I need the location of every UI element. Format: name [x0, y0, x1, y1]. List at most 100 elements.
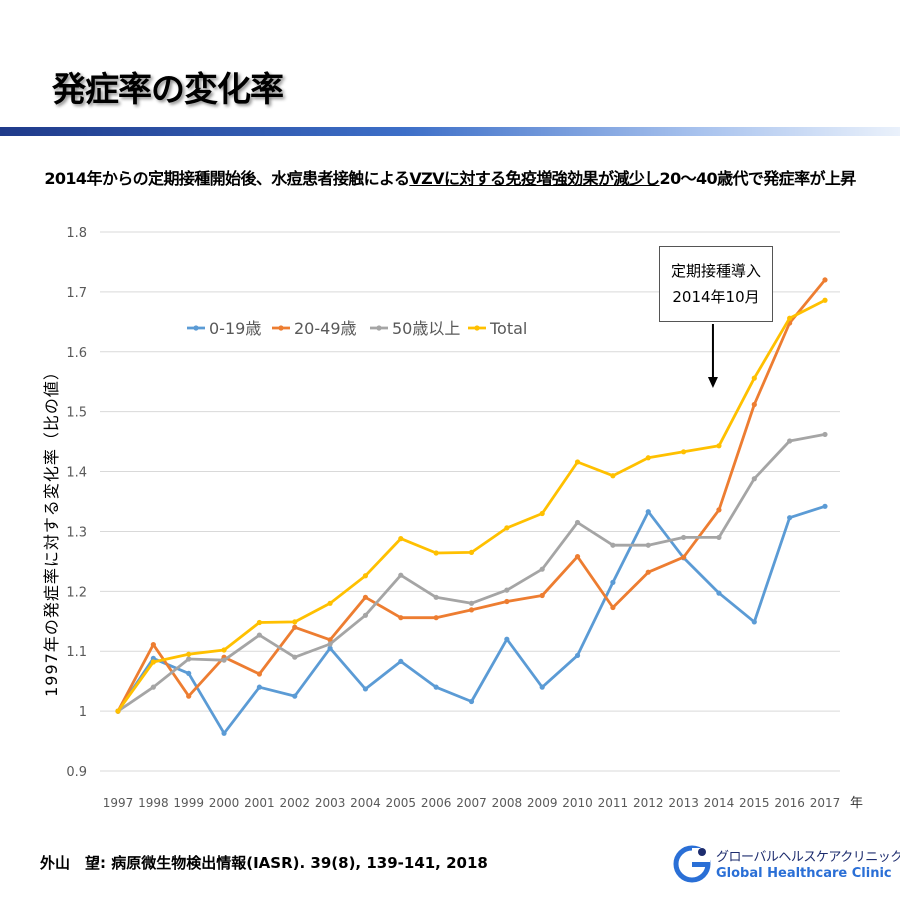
data-point: [645, 455, 651, 461]
data-point: [574, 459, 581, 465]
subtitle-text-underlined: VZVに対する免疫増強効果が減少し: [409, 169, 660, 188]
clinic-logo: グローバルヘルスケアクリニック Global Healthcare Clinic: [672, 840, 900, 890]
data-point: [150, 655, 156, 662]
data-point: [186, 651, 192, 657]
data-point: [221, 657, 227, 663]
data-point: [751, 476, 757, 482]
logo-g-icon: [673, 845, 711, 883]
x-tick-label: 2012: [633, 796, 664, 810]
chart-subtitle: 2014年からの定期接種開始後、水痘患者接触によるVZVに対する免疫増強効果が減…: [0, 165, 900, 189]
legend-marker: [193, 325, 199, 331]
data-point: [539, 592, 545, 599]
data-point: [645, 569, 651, 575]
data-point: [398, 658, 404, 665]
data-point: [716, 507, 722, 513]
data-point: [822, 297, 828, 303]
data-point: [292, 624, 298, 630]
data-point: [150, 684, 156, 690]
y-tick-label: 1.3: [66, 525, 87, 540]
annotation-line-1: 定期接種導入: [670, 262, 761, 280]
data-point: [398, 536, 404, 542]
page-title: 発症率の変化率: [52, 70, 284, 110]
data-point: [574, 652, 581, 659]
data-point: [433, 550, 439, 556]
data-point: [186, 670, 192, 676]
data-point: [292, 619, 298, 625]
series-line-2: [116, 279, 827, 712]
data-point: [787, 315, 793, 321]
logo-japanese-name: グローバルヘルスケアクリニック: [716, 850, 900, 865]
data-point: [574, 553, 581, 560]
data-point: [716, 443, 722, 449]
legend-label: 50歳以上: [392, 319, 460, 338]
legend-label: 20-49歳: [294, 319, 357, 338]
data-point: [256, 632, 262, 638]
x-tick-label: 2007: [456, 796, 487, 810]
legend-marker: [376, 325, 382, 331]
y-tick-label: 1.2: [66, 585, 87, 600]
title-divider: [0, 127, 900, 136]
data-point: [822, 503, 828, 509]
data-point: [292, 693, 298, 699]
x-tick-label: 2014: [704, 796, 735, 810]
data-point: [398, 615, 404, 621]
data-point: [468, 549, 475, 556]
y-tick-label: 1.6: [66, 346, 87, 361]
data-point: [327, 645, 333, 651]
data-point: [398, 572, 404, 578]
data-point: [716, 590, 722, 596]
annotation-line-2: 2014年10月: [672, 288, 760, 306]
data-point: [221, 647, 227, 653]
data-point: [362, 612, 369, 618]
data-point: [822, 431, 828, 438]
data-point: [256, 619, 262, 626]
data-point: [610, 542, 616, 548]
data-point: [327, 600, 333, 606]
data-point: [787, 515, 793, 521]
data-point: [504, 525, 510, 531]
x-tick-label: 2016: [774, 796, 805, 810]
y-tick-label: 1.7: [66, 286, 87, 301]
legend-marker: [474, 325, 480, 331]
data-point: [610, 604, 616, 611]
data-point: [681, 554, 687, 560]
data-point: [645, 542, 651, 548]
x-tick-label: 1997: [103, 796, 134, 810]
data-point: [716, 534, 722, 541]
y-tick-label: 1: [79, 705, 87, 720]
data-point: [822, 277, 828, 283]
data-point: [433, 615, 439, 621]
data-point: [115, 708, 121, 714]
data-point: [362, 573, 369, 579]
x-tick-label: 2013: [668, 796, 699, 810]
subtitle-text-before: 2014年からの定期接種開始後、水痘患者接触による: [44, 169, 410, 188]
data-point: [221, 730, 227, 736]
y-tick-label: 1.1: [66, 645, 87, 660]
data-point: [539, 566, 545, 572]
data-point: [504, 636, 510, 642]
data-point: [504, 598, 510, 605]
legend-label: Total: [489, 319, 527, 338]
data-point: [751, 619, 757, 625]
x-tick-label: 2009: [527, 796, 558, 810]
data-point: [433, 684, 439, 690]
data-point: [256, 684, 262, 690]
data-point: [362, 686, 369, 692]
source-citation: 外山 望: 病原微生物検出情報(IASR). 39(8), 139-141, 2…: [40, 854, 488, 872]
data-point: [751, 375, 757, 381]
x-tick-label: 2011: [598, 796, 629, 810]
data-point: [539, 510, 545, 517]
data-point: [681, 534, 687, 541]
x-tick-label: 2004: [350, 796, 381, 810]
y-tick-label: 1.8: [66, 226, 87, 241]
data-point: [504, 587, 510, 593]
data-point: [433, 594, 439, 600]
data-point: [327, 641, 333, 647]
data-point: [539, 684, 545, 690]
data-point: [787, 438, 793, 444]
data-point: [574, 519, 581, 526]
series-line-3: [117, 433, 826, 713]
y-tick-label: 0.9: [66, 765, 87, 780]
annotation-box: 定期接種導入 2014年10月: [659, 246, 773, 322]
